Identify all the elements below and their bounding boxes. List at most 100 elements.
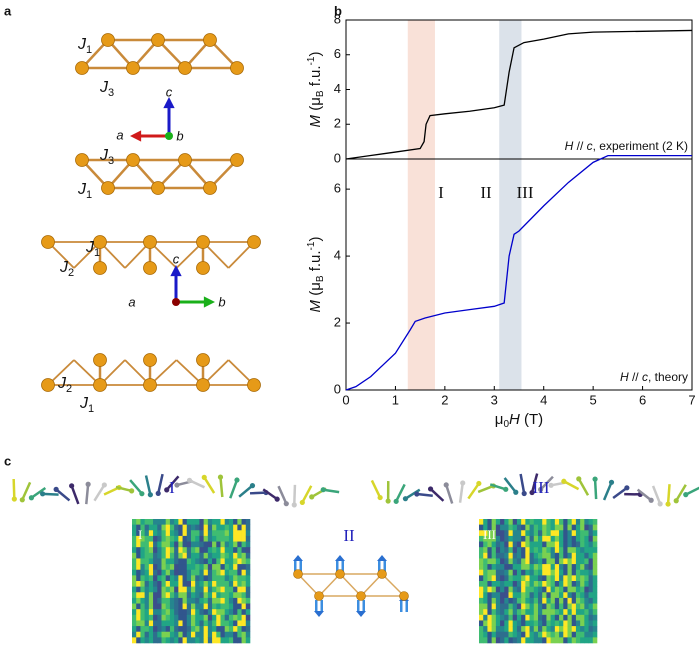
heatmap-cell — [572, 581, 577, 587]
heatmap-cell — [521, 564, 526, 570]
heatmap-cell — [212, 592, 217, 598]
heatmap-cell — [513, 530, 518, 536]
heatmap-cell — [538, 530, 543, 536]
heatmap-cell — [580, 604, 585, 610]
heatmap-cell — [246, 530, 251, 536]
heatmap-cell — [572, 620, 577, 626]
heatmap-cell — [530, 626, 535, 632]
spin-head — [292, 502, 297, 507]
heatmap-cell — [208, 620, 213, 626]
heatmap-cell — [521, 626, 526, 632]
heatmap-cell — [521, 587, 526, 593]
heatmap-cell — [225, 564, 230, 570]
heatmap-cell — [204, 632, 209, 638]
heatmap-cell — [136, 637, 141, 643]
atom — [94, 379, 107, 392]
heatmap-cell — [162, 637, 167, 643]
heatmap-cell — [483, 519, 488, 525]
heatmap-cell — [216, 581, 221, 587]
heatmap-cell — [555, 525, 560, 531]
heatmap-cell — [559, 581, 564, 587]
heatmap-cell — [208, 575, 213, 581]
spin-head — [386, 498, 391, 503]
heatmap-cell — [237, 536, 242, 542]
heatmap-cell — [166, 564, 171, 570]
heatmap-cell — [559, 553, 564, 559]
heatmap-cell — [170, 637, 175, 643]
heatmap-cell — [199, 615, 204, 621]
spin-head — [129, 488, 134, 493]
heatmap-cell — [237, 525, 242, 531]
heatmap-cell — [174, 626, 179, 632]
heatmap-cell — [237, 637, 242, 643]
heatmap-cell — [589, 575, 594, 581]
heatmap-cell — [525, 558, 530, 564]
heatmap-cell — [149, 547, 154, 553]
heatmap-cell — [525, 581, 530, 587]
heatmap-cell — [580, 570, 585, 576]
heatmap-cell — [216, 637, 221, 643]
heatmap-cell — [593, 575, 598, 581]
spin-head — [378, 495, 383, 500]
heatmap-cell — [191, 615, 196, 621]
heatmap-cell — [563, 525, 568, 531]
heatmap-cell — [517, 620, 522, 626]
heatmap-cell — [187, 530, 192, 536]
heatmap-cell — [500, 536, 505, 542]
heatmap-cell — [538, 519, 543, 525]
heatmap-cell — [174, 553, 179, 559]
x-tick-label: 4 — [540, 392, 547, 407]
heatmap-cell — [191, 570, 196, 576]
heatmap-cell — [593, 519, 598, 525]
heatmap-cell — [195, 575, 200, 581]
heatmap-cell — [551, 570, 556, 576]
heatmap-cell — [479, 609, 484, 615]
heatmap-cell — [178, 530, 183, 536]
heatmap-cell — [496, 587, 501, 593]
heatmap-cell — [221, 615, 226, 621]
heatmap-cell — [576, 558, 581, 564]
heatmap-cell — [525, 632, 530, 638]
heatmap-cell — [546, 525, 551, 531]
heatmap-cell — [233, 530, 238, 536]
arrow-head — [130, 130, 141, 141]
heatmap-cell — [204, 553, 209, 559]
heatmap-cell — [521, 519, 526, 525]
heatmap-cell — [153, 620, 158, 626]
heatmap-cell — [225, 530, 230, 536]
heatmap-cell — [568, 553, 573, 559]
heatmap-cell — [162, 581, 167, 587]
heatmap-cell — [542, 604, 547, 610]
heatmap-cell — [551, 519, 556, 525]
heatmap-cell — [525, 536, 530, 542]
atom — [144, 354, 157, 367]
x-tick-label: 5 — [590, 392, 597, 407]
heatmap-cell — [162, 632, 167, 638]
heatmap-cell — [487, 604, 492, 610]
heatmap-cell — [246, 604, 251, 610]
heatmap-cell — [187, 626, 192, 632]
heatmap-cell — [166, 575, 171, 581]
spin-head — [428, 486, 433, 491]
heatmap-cell — [496, 609, 501, 615]
spin-tip — [377, 555, 387, 561]
heatmap-cell — [204, 604, 209, 610]
heatmap-cell — [132, 553, 137, 559]
heatmap-cell — [530, 519, 535, 525]
spin-head — [12, 496, 17, 501]
heatmap-cell — [525, 564, 530, 570]
heatmap-cell — [563, 581, 568, 587]
heatmap-cell — [191, 558, 196, 564]
heatmap-cell — [542, 581, 547, 587]
annotation: H // c, theory — [620, 370, 688, 384]
heatmap-cell — [584, 626, 589, 632]
heatmap-cell — [530, 575, 535, 581]
heatmap-cell — [170, 615, 175, 621]
heatmap-cell — [568, 525, 573, 531]
heatmap-cell — [199, 558, 204, 564]
heatmap-cell — [534, 615, 539, 621]
heatmap-cell — [145, 615, 150, 621]
heatmap-cell — [216, 609, 221, 615]
heatmap-cell — [233, 547, 238, 553]
